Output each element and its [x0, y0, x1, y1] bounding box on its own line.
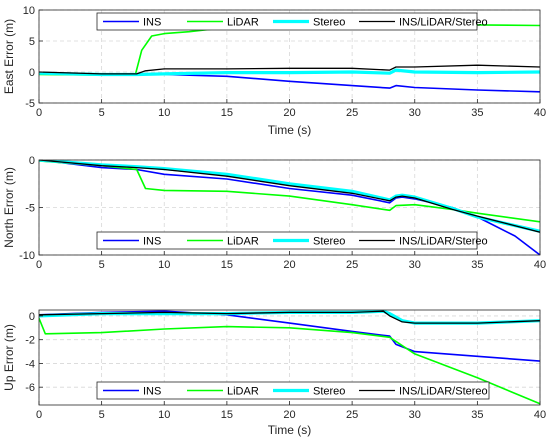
y-tick-label: 5 — [29, 36, 35, 48]
x-tick-label: 10 — [158, 107, 170, 119]
legend-label: Stereo — [313, 386, 345, 398]
x-tick-label: 30 — [409, 259, 421, 271]
series-line-ins — [39, 310, 540, 362]
x-tick-label: 15 — [221, 107, 233, 119]
x-tick-label: 5 — [99, 107, 105, 119]
x-tick-label: 10 — [158, 409, 170, 421]
x-tick-label: 10 — [158, 259, 170, 271]
legend-label: INS — [143, 386, 161, 398]
x-tick-label: 0 — [36, 409, 42, 421]
x-tick-label: 5 — [99, 409, 105, 421]
x-tick-label: 20 — [283, 409, 295, 421]
x-tick-label: 0 — [36, 259, 42, 271]
x-axis-label: Time (s) — [268, 123, 312, 137]
series-line-ins-lidar-stereo — [39, 64, 540, 75]
x-tick-label: 15 — [221, 409, 233, 421]
x-tick-label: 0 — [36, 107, 42, 119]
series-line-lidar — [39, 160, 540, 223]
y-tick-label: 0 — [29, 155, 35, 167]
x-tick-label: 5 — [99, 259, 105, 271]
x-tick-label: 40 — [534, 107, 546, 119]
y-tick-label: -10 — [19, 250, 35, 262]
x-tick-label: 15 — [221, 259, 233, 271]
x-tick-label: 35 — [471, 409, 483, 421]
series-lines — [39, 160, 540, 255]
y-axis-label: North Error (m) — [2, 167, 16, 248]
legend-label: LiDAR — [227, 236, 259, 248]
legend-label: INS/LiDAR/Stereo — [399, 386, 488, 398]
y-tick-label: -6 — [25, 382, 35, 394]
legend-label: INS/LiDAR/Stereo — [399, 236, 488, 248]
y-tick-label: -5 — [25, 98, 35, 110]
x-tick-label: 35 — [471, 107, 483, 119]
legend: INS LiDAR Stereo INS/LiDAR/Stereo — [96, 12, 488, 31]
legend-label: LiDAR — [227, 386, 259, 398]
series-line-ins-lidar-stereo — [39, 160, 540, 233]
chart-panel-3: 0 5 10 15 20 25 30 35 40 -6 -4 -2 0 Time (s) Up Error … — [2, 309, 546, 437]
series-lines — [39, 310, 540, 405]
series-line-stereo — [39, 160, 540, 233]
y-axis-label: Up Error (m) — [2, 324, 16, 391]
y-tick-label: -5 — [25, 203, 35, 215]
x-tick-label: 40 — [534, 259, 546, 271]
legend: INS LiDAR Stereo INS/LiDAR/Stereo — [96, 231, 488, 250]
x-axis-label: Time (s) — [268, 423, 312, 437]
legend-label: INS/LiDAR/Stereo — [399, 17, 488, 29]
x-tick-label: 25 — [346, 107, 358, 119]
y-tick-label: 10 — [23, 5, 35, 17]
x-tick-label: 25 — [346, 409, 358, 421]
series-line-ins-lidar-stereo — [39, 310, 540, 324]
x-tick-label: 20 — [283, 259, 295, 271]
y-axis-label: East Error (m) — [2, 19, 16, 94]
y-tick-label: 0 — [29, 311, 35, 323]
legend: INS LiDAR Stereo INS/LiDAR/Stereo — [96, 381, 490, 400]
x-tick-label: 35 — [471, 259, 483, 271]
x-tick-label: 20 — [283, 107, 295, 119]
x-tick-label: 30 — [409, 107, 421, 119]
series-lines — [39, 22, 540, 93]
legend-label: INS — [143, 236, 161, 248]
y-tick-label: 0 — [29, 67, 35, 79]
x-tick-label: 30 — [409, 409, 421, 421]
series-line-lidar — [39, 317, 540, 405]
y-tick-label: -2 — [25, 335, 35, 347]
chart-panel-2: 0 5 10 15 20 25 30 35 40 -10 -5 0 North Error (m) INS… — [2, 155, 546, 271]
legend-label: INS — [143, 17, 161, 29]
x-tick-label: 40 — [534, 409, 546, 421]
legend-label: Stereo — [313, 236, 345, 248]
y-tick-label: -4 — [25, 358, 35, 370]
x-tick-label: 25 — [346, 259, 358, 271]
legend-label: LiDAR — [227, 17, 259, 29]
legend-label: Stereo — [313, 17, 345, 29]
